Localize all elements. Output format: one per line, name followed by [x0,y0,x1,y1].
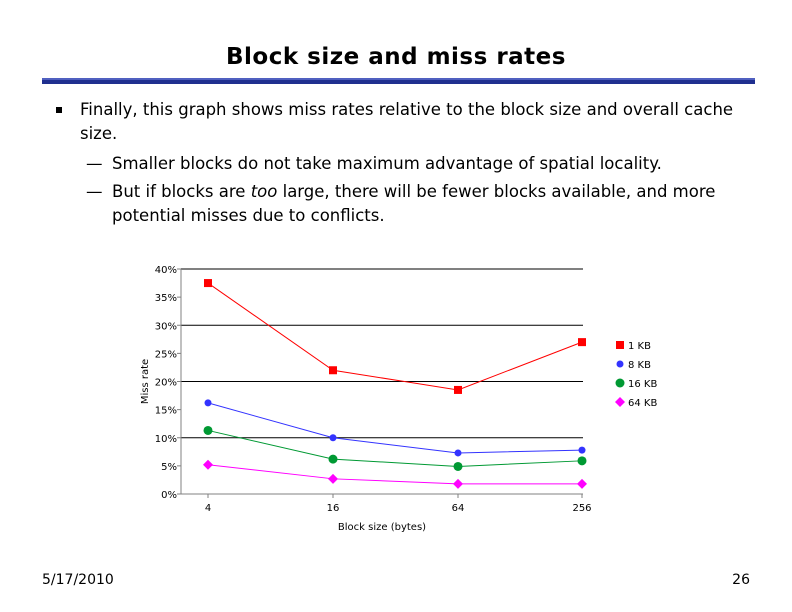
legend-marker-8-kb [616,360,624,368]
bullet-main: Finally, this graph shows miss rates rel… [52,98,752,146]
legend-label-64-kb: 64 KB [628,398,657,409]
x-axis-title: Block size (bytes) [338,522,426,533]
bullet-list: Finally, this graph shows miss rates rel… [52,98,752,232]
legend-marker-1-kb [616,341,624,349]
sub-bullet-1-text: Smaller blocks do not take maximum advan… [112,154,662,173]
data-point-1-kb [204,279,212,288]
series-line-64-kb [207,464,582,485]
data-point-64-kb [453,478,463,489]
x-tick-label: 4 [205,503,211,514]
data-point-1-kb [578,338,586,347]
x-tick-label: 64 [452,503,465,514]
data-point-8-kb [329,434,337,442]
y-tick-label: 20% [155,378,177,389]
data-point-1-kb [329,366,337,375]
data-point-64-kb [203,459,213,470]
data-point-16-kb [453,461,463,471]
x-tick-label: 256 [572,503,591,514]
sub-bullet-2-emphasis: too [250,182,278,201]
y-tick-label: 25% [155,349,177,360]
footer-date: 5/17/2010 [42,572,114,588]
data-point-8-kb [204,399,212,407]
y-tick-label: 40% [155,265,177,276]
square-bullet-icon [56,107,62,113]
y-tick-label: 10% [155,434,177,445]
data-point-1-kb [454,385,462,394]
bullet-main-text: Finally, this graph shows miss rates rel… [80,100,734,143]
data-point-8-kb [578,446,586,454]
legend-label-1-kb: 1 KB [628,341,651,352]
sub-bullet-2-text-end: large, there will be fewer blocks availa… [112,182,716,225]
legend-label-16-kb: 16 KB [628,379,657,390]
y-tick-label: 15% [155,406,177,417]
y-tick-label: 0% [161,490,177,501]
y-tick-label: 35% [155,293,177,304]
legend-marker-16-kb [615,378,625,388]
dash-bullet-icon: — [86,182,103,201]
data-point-16-kb [328,454,338,464]
series-line-8-kb [207,402,583,454]
series-line-16-kb [207,429,583,467]
legend-marker-64-kb [615,397,625,407]
data-point-64-kb [577,478,587,489]
dash-bullet-icon: — [86,154,103,173]
data-point-64-kb [328,473,338,484]
legend-label-8-kb: 8 KB [628,360,651,371]
data-point-16-kb [203,425,213,435]
sub-bullet-2-text-start: But if blocks are [112,182,251,201]
series-line-1-kb [207,282,583,391]
slide-title: Block size and miss rates [226,44,566,70]
data-point-16-kb [577,456,587,466]
x-tick-label: 16 [327,503,340,514]
y-tick-label: 5% [161,462,177,473]
data-point-8-kb [454,449,462,457]
y-tick-label: 30% [155,321,177,332]
page-number: 26 [732,572,750,588]
title-underline [42,78,755,84]
y-axis-title: Miss rate [140,359,151,404]
sub-bullet-2: — But if blocks are too large, there wil… [52,180,752,228]
sub-bullet-1: — Smaller blocks do not take maximum adv… [52,152,752,176]
